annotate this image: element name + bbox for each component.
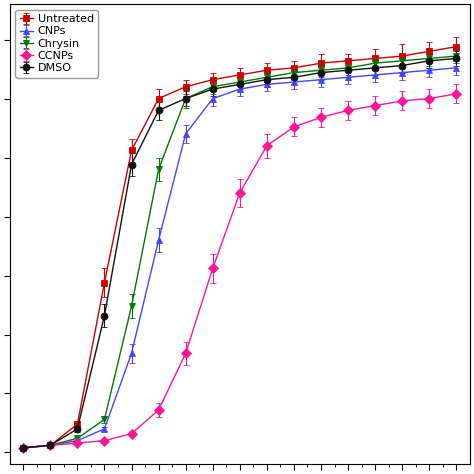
Legend: Untreated, CNPs, Chrysin, CCNPs, DMSO: Untreated, CNPs, Chrysin, CCNPs, DMSO [15,10,98,78]
